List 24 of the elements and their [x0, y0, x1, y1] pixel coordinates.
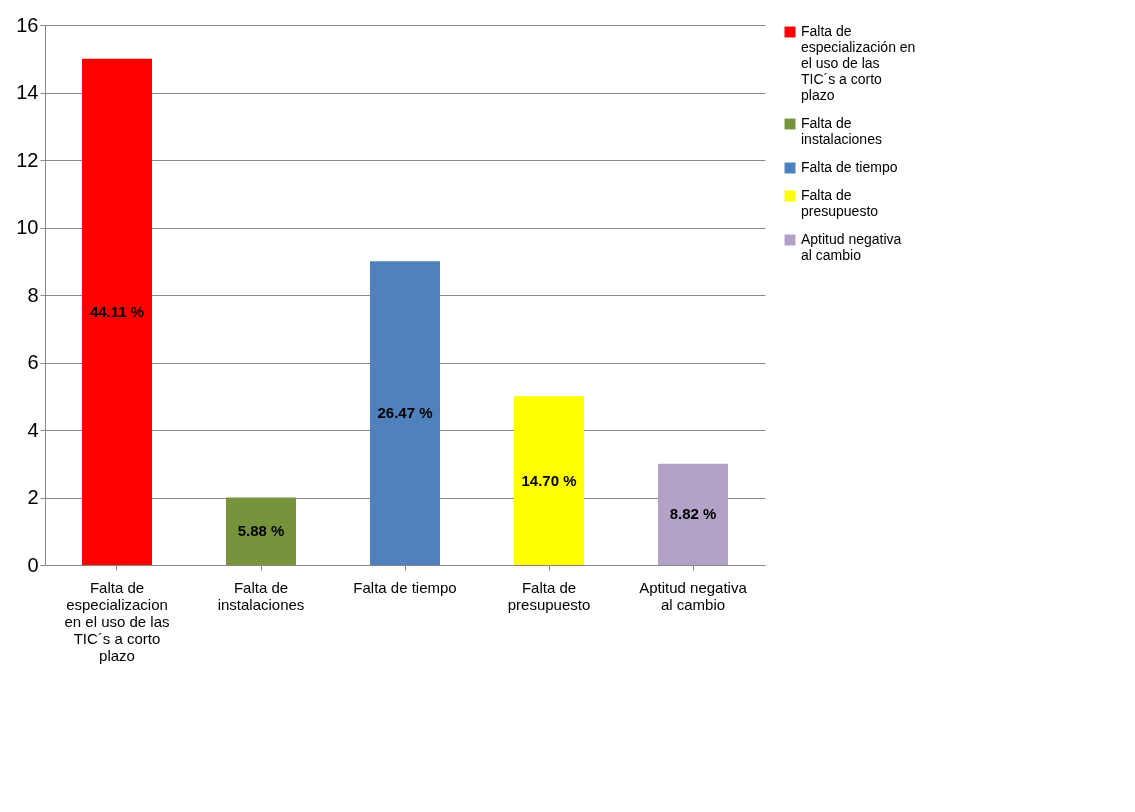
y-tick-label: 6	[27, 351, 39, 373]
annotation: 14.70 %	[521, 471, 577, 489]
x-tick-label: Falta de especializacion en el uso de las TIC´s a corto plazo	[64, 578, 170, 664]
legend-label: Falta de tiempo	[801, 159, 898, 175]
y-tick-label: 2	[27, 486, 39, 508]
annotation: 8.82 %	[669, 505, 717, 523]
legend-label: Falta de especialización en el uso de las TIC´s a corto plazo	[801, 23, 916, 103]
annotation: 26.47 %	[377, 404, 433, 422]
x-tick-label: Falta de tiempo	[353, 578, 457, 596]
legend-label: Falta de instalaciones	[801, 115, 882, 147]
y-tick-label: 12	[16, 148, 39, 171]
y-tick-label: 14	[16, 81, 39, 103]
y-tick-label: 4	[27, 418, 39, 441]
legend-label: Aptitud negativa al cambio	[801, 231, 902, 263]
legend-label: Falta de presupuesto	[801, 187, 879, 219]
annotation: 44.11 %	[89, 302, 145, 320]
y-tick-label: 0	[27, 553, 39, 576]
x-tick-label: Falta de presupuesto	[507, 578, 591, 613]
y-tick-label: 10	[16, 216, 39, 238]
y-tick-label: 8	[27, 283, 39, 306]
x-tick-label: Aptitud negativa al cambio	[639, 578, 748, 613]
annotation: 5.88 %	[237, 522, 285, 540]
x-tick-label: Falta de instalaciones	[217, 578, 305, 613]
y-tick-label: 16	[16, 13, 39, 36]
